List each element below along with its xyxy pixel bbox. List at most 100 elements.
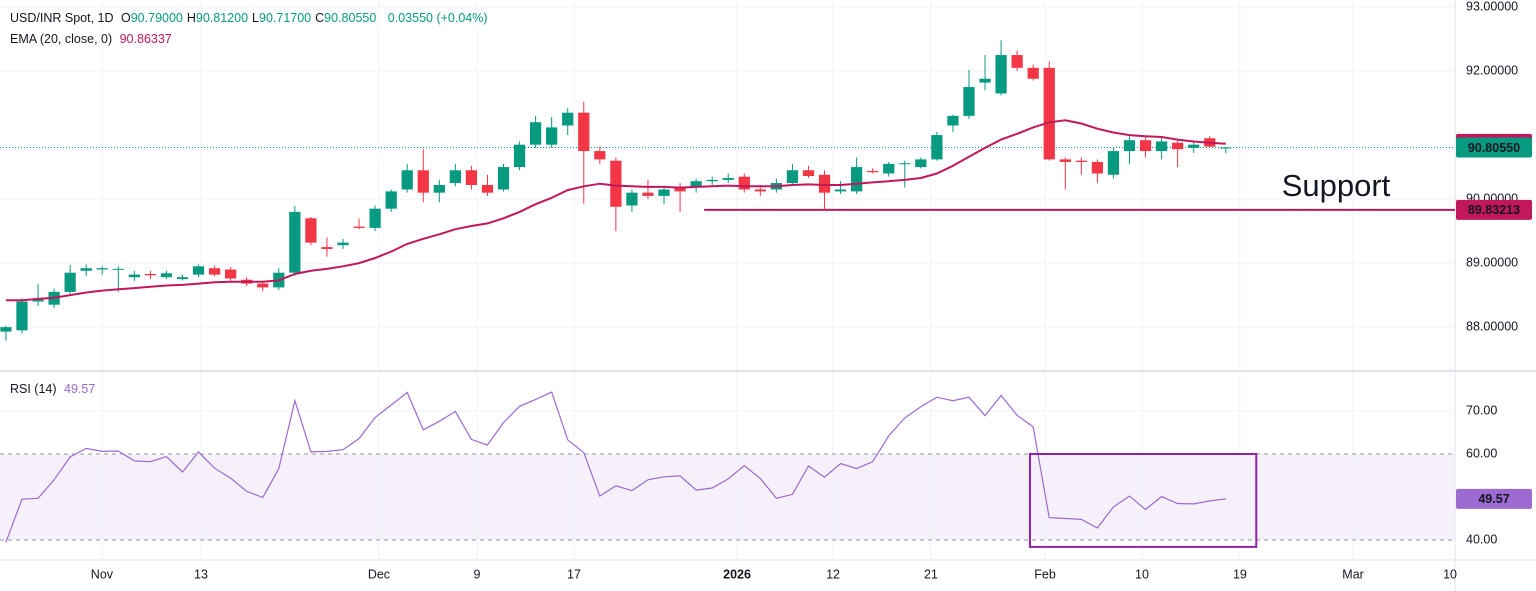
candle-body [626,192,638,206]
price-label-bg [1456,488,1532,509]
candle-body [1011,55,1023,68]
candle-body [963,87,975,116]
price-label: 49.57 [1478,492,1509,506]
x-tick-label: 19 [1233,567,1247,581]
rsi-tick-label: 60.00 [1466,446,1497,460]
candle-body [305,218,317,243]
candle-body [1172,142,1184,150]
candle-body [513,144,526,168]
candle-body [208,268,221,275]
ema-legend: EMA (20, close, 0) 90.86337 [10,32,176,46]
candle-body [112,268,124,270]
symbol-legend: USD/INR Spot, 1D O90.79000 H90.81200 L90.7… [10,11,492,25]
candle-body [738,176,750,190]
candle-body [578,112,590,152]
rsi-value: 49.57 [64,382,96,396]
x-tick-label: 9 [474,567,481,581]
candle-body [851,167,863,192]
ohlc-key: L [252,11,259,25]
price-label-bg [1456,137,1532,158]
candle-body [321,247,333,250]
ema-name: EMA (20, close, 0) [10,32,113,46]
candle-body [289,211,301,273]
x-tick-label: 13 [194,567,208,581]
candle-body [1139,140,1152,152]
candle-body [96,268,108,270]
candle-body [546,127,558,145]
rsi-tick-label: 70.00 [1466,403,1497,417]
candle-body [594,151,606,160]
candle-body [915,159,927,168]
candle-body [1091,161,1104,174]
candle-body [610,160,622,207]
candle-body [1107,151,1120,175]
candle-body [64,272,76,292]
ema-value: 90.86337 [119,32,172,46]
candle-body [385,191,397,209]
candle-body [674,187,686,192]
candle-body [1027,67,1039,79]
symbol: USD/INR Spot, 1D [10,11,114,25]
candle-body [497,167,510,190]
x-tick-label: Mar [1342,567,1364,581]
y-tick-label: 88.00000 [1466,319,1518,333]
candle-body [834,189,847,192]
price-label: 89.83213 [1468,203,1520,217]
candle-body [642,192,654,196]
candle-body [706,179,718,182]
candle-body [369,208,381,228]
x-tick-label: 12 [826,567,840,581]
ohlc-value: 90.71700 [259,11,312,25]
candle-body [690,181,702,187]
candle-body [353,226,365,228]
support-label: Support [1282,168,1391,203]
candle-body [883,163,895,174]
ohlc-key: H [186,11,196,25]
candle-body [1123,140,1136,152]
candle-body [562,112,574,126]
rsi-tick-label: 40.00 [1466,532,1497,546]
candle-body [32,299,44,302]
y-tick-label: 93.00000 [1466,0,1518,13]
candle-body [1188,144,1200,148]
x-tick-label: 2026 [723,567,751,581]
candle-body [899,163,911,165]
x-tick-label: 21 [924,567,938,581]
candle-body [144,273,157,276]
candle-body [0,327,12,332]
candle-body [1155,141,1168,152]
candle-body [1059,159,1071,162]
candle-body [1075,160,1087,162]
y-tick-label: 89.00000 [1466,255,1518,269]
x-tick-label: 10 [1135,567,1149,581]
x-tick-label: 10 [1443,567,1457,581]
candle-body [947,115,959,126]
candle-body [802,170,815,177]
candle-body [979,78,991,83]
candle-body [417,170,429,193]
candle-body [1043,67,1055,160]
rsi-band [0,454,1455,541]
candle-body [465,170,478,185]
ohlc-value: 90.79000 [130,11,183,25]
rsi-name: RSI (14) [10,382,57,396]
candle-body [192,266,205,275]
price-label: 90.80550 [1468,141,1520,155]
candle-body [257,283,269,288]
candle-body [931,135,943,160]
rsi-legend: RSI (14) 49.57 [10,382,99,396]
ema-line [5,119,1226,302]
price-label-bg [1456,199,1532,220]
candle-body [995,55,1007,94]
candle-body [337,242,349,246]
ohlc-key: C [315,11,325,25]
candle-body [449,170,461,184]
x-tick-label: Feb [1034,567,1056,581]
ohlc-values: O90.79000 H90.81200 L90.71700 C90.80550 [121,11,380,25]
rsi-line [5,391,1226,543]
x-tick-label: Dec [368,567,390,581]
candle-body [225,269,237,279]
candle-body [401,170,413,190]
candle-body [1220,147,1232,149]
